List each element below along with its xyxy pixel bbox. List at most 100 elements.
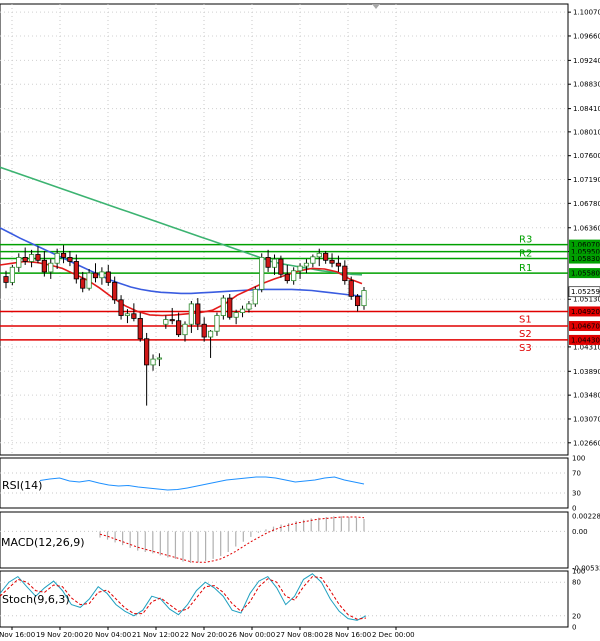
stoch-tick-label: 0 bbox=[572, 624, 576, 632]
candle-body bbox=[252, 288, 258, 305]
pivot-levels: R3 R2 R1 S1 S2 S3 bbox=[0, 235, 568, 354]
level-name: R3 bbox=[519, 235, 532, 246]
candle-body bbox=[176, 320, 182, 336]
level-tag-label: 1.05830 bbox=[571, 255, 600, 263]
level-tag-label: 1.04920 bbox=[571, 308, 600, 316]
current-price-tag bbox=[568, 286, 600, 298]
candle-body bbox=[278, 258, 284, 275]
candle-body bbox=[54, 252, 60, 264]
stoch-signal-line bbox=[0, 576, 367, 620]
candle-body bbox=[355, 295, 361, 307]
macd-tick-label: 0.002283 bbox=[572, 512, 600, 520]
time-tick-label: 19 Nov 20:00 bbox=[36, 631, 83, 639]
level-name: S1 bbox=[519, 314, 532, 325]
price-tick-label: 1.08410 bbox=[573, 105, 600, 113]
candle-body bbox=[73, 261, 79, 280]
candle-body bbox=[195, 303, 201, 325]
current-price-label: 1.05259 bbox=[571, 288, 600, 296]
price-tick-label: 1.03480 bbox=[573, 392, 600, 400]
time-tick-label: 28 Nov 16:00 bbox=[324, 631, 371, 639]
candle-body bbox=[291, 270, 297, 282]
candle-body bbox=[60, 252, 67, 258]
price-tick-label: 1.06360 bbox=[573, 224, 600, 232]
candle-body bbox=[150, 358, 156, 366]
candle-body bbox=[188, 303, 194, 325]
candle-body bbox=[137, 318, 143, 340]
time-tick-label: 18 Nov 16:00 bbox=[0, 631, 35, 639]
level-name: R1 bbox=[519, 263, 532, 274]
rsi-tick-label: 30 bbox=[572, 490, 581, 498]
candle-body bbox=[265, 256, 271, 268]
candle-body bbox=[303, 262, 310, 267]
candle-body bbox=[105, 271, 111, 283]
level-tag bbox=[569, 253, 600, 264]
shift-marker-icon bbox=[372, 4, 380, 9]
candle-body bbox=[118, 299, 124, 316]
candle-body bbox=[156, 357, 163, 360]
candle-body bbox=[214, 315, 220, 332]
candle-body bbox=[259, 256, 265, 290]
candle-body bbox=[86, 272, 92, 289]
level-tag-label: 1.04430 bbox=[571, 336, 600, 344]
price-tick-label: 1.10070 bbox=[573, 9, 600, 17]
candle-body bbox=[3, 276, 9, 283]
candle-body bbox=[144, 338, 150, 366]
time-tick-label: 20 Nov 04:00 bbox=[84, 631, 131, 639]
candle-body bbox=[335, 262, 342, 267]
candle-body bbox=[35, 254, 41, 261]
candle-body bbox=[233, 312, 239, 318]
time-tick-label: 26 Nov 00:00 bbox=[228, 631, 275, 639]
rsi-label: RSI(14) bbox=[2, 479, 42, 492]
price-tick-label: 1.09240 bbox=[573, 57, 600, 65]
level-tag bbox=[569, 246, 600, 257]
candle-body bbox=[297, 265, 303, 272]
macd-signal-line bbox=[99, 516, 365, 563]
candle-body bbox=[182, 323, 188, 336]
candle-body bbox=[28, 254, 35, 262]
candle-body bbox=[169, 319, 175, 322]
candle-body bbox=[271, 258, 278, 268]
rsi-tick-label: 0 bbox=[572, 505, 576, 513]
candle-body bbox=[227, 297, 233, 318]
candle-body bbox=[284, 273, 290, 282]
candle-body bbox=[201, 323, 207, 338]
candle-body bbox=[239, 308, 246, 314]
candle-body bbox=[207, 330, 214, 338]
candles bbox=[3, 245, 367, 406]
candle-body bbox=[246, 303, 252, 310]
ema_slow-line bbox=[0, 227, 363, 298]
price-tick-label: 1.05130 bbox=[573, 296, 600, 304]
indicators bbox=[0, 472, 568, 621]
level-tag bbox=[569, 306, 600, 317]
candle-body bbox=[220, 297, 226, 316]
candle-body bbox=[92, 272, 99, 279]
panel-frames bbox=[0, 3, 569, 628]
price-tick-label: 1.07600 bbox=[573, 152, 600, 160]
macd-tick-label: -0.00533 bbox=[572, 565, 600, 573]
stoch-tick-label: 20 bbox=[572, 612, 581, 620]
level-tag bbox=[569, 334, 600, 345]
candle-body bbox=[361, 290, 367, 307]
rsi-panel-frame bbox=[0, 457, 569, 509]
level-tag bbox=[569, 268, 600, 279]
candle-body bbox=[41, 259, 47, 273]
macd-tick-label: 0.00 bbox=[572, 528, 588, 536]
stoch-main-line bbox=[0, 573, 367, 621]
price-tick-label: 1.03890 bbox=[573, 368, 600, 376]
stoch-tick-label: 80 bbox=[572, 579, 581, 587]
candle-body bbox=[124, 313, 131, 316]
price-tick-label: 1.02660 bbox=[573, 439, 600, 447]
macd-panel-frame bbox=[0, 511, 569, 569]
time-tick-label: 2 Dec 00:00 bbox=[372, 631, 415, 639]
candle-body bbox=[348, 280, 354, 297]
candle-body bbox=[316, 252, 322, 258]
rsi-tick-label: 100 bbox=[572, 455, 585, 463]
stoch-tick-label: 100 bbox=[572, 568, 585, 576]
stoch-label: Stoch(9,6,3) bbox=[2, 593, 70, 606]
price-tick-label: 1.03070 bbox=[573, 415, 600, 423]
level-tag-label: 1.04670 bbox=[571, 322, 600, 330]
candle-body bbox=[67, 256, 73, 262]
price-tick-label: 1.08830 bbox=[573, 81, 600, 89]
price-tick-label: 1.04310 bbox=[573, 343, 600, 351]
